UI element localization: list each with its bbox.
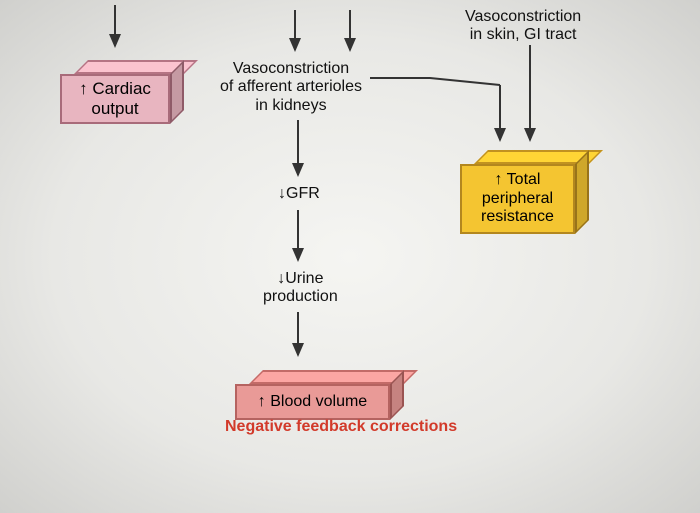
bloodvol-label: ↑ Blood volume: [258, 393, 367, 411]
tpr-label: ↑ Totalperipheralresistance: [481, 171, 554, 226]
node-blood-volume: ↑ Blood volume: [235, 370, 404, 420]
node-vasoconstriction-kidneys: Vasoconstrictionof afferent arteriolesin…: [220, 60, 362, 115]
diagram-canvas: ↑ Cardiacoutput ↑ Totalperipheralresista…: [0, 0, 700, 513]
cardiac-label: ↑ Cardiacoutput: [79, 79, 151, 118]
node-cardiac-output: ↑ Cardiacoutput: [60, 60, 184, 124]
node-gfr: ↓GFR: [278, 185, 320, 203]
node-urine-production: ↓Urineproduction: [263, 270, 338, 307]
node-total-peripheral-resistance: ↑ Totalperipheralresistance: [460, 150, 589, 234]
caption-negative-feedback: Negative feedback corrections: [225, 418, 457, 436]
node-vasoconstriction-skin: Vasoconstrictionin skin, GI tract: [465, 8, 581, 45]
